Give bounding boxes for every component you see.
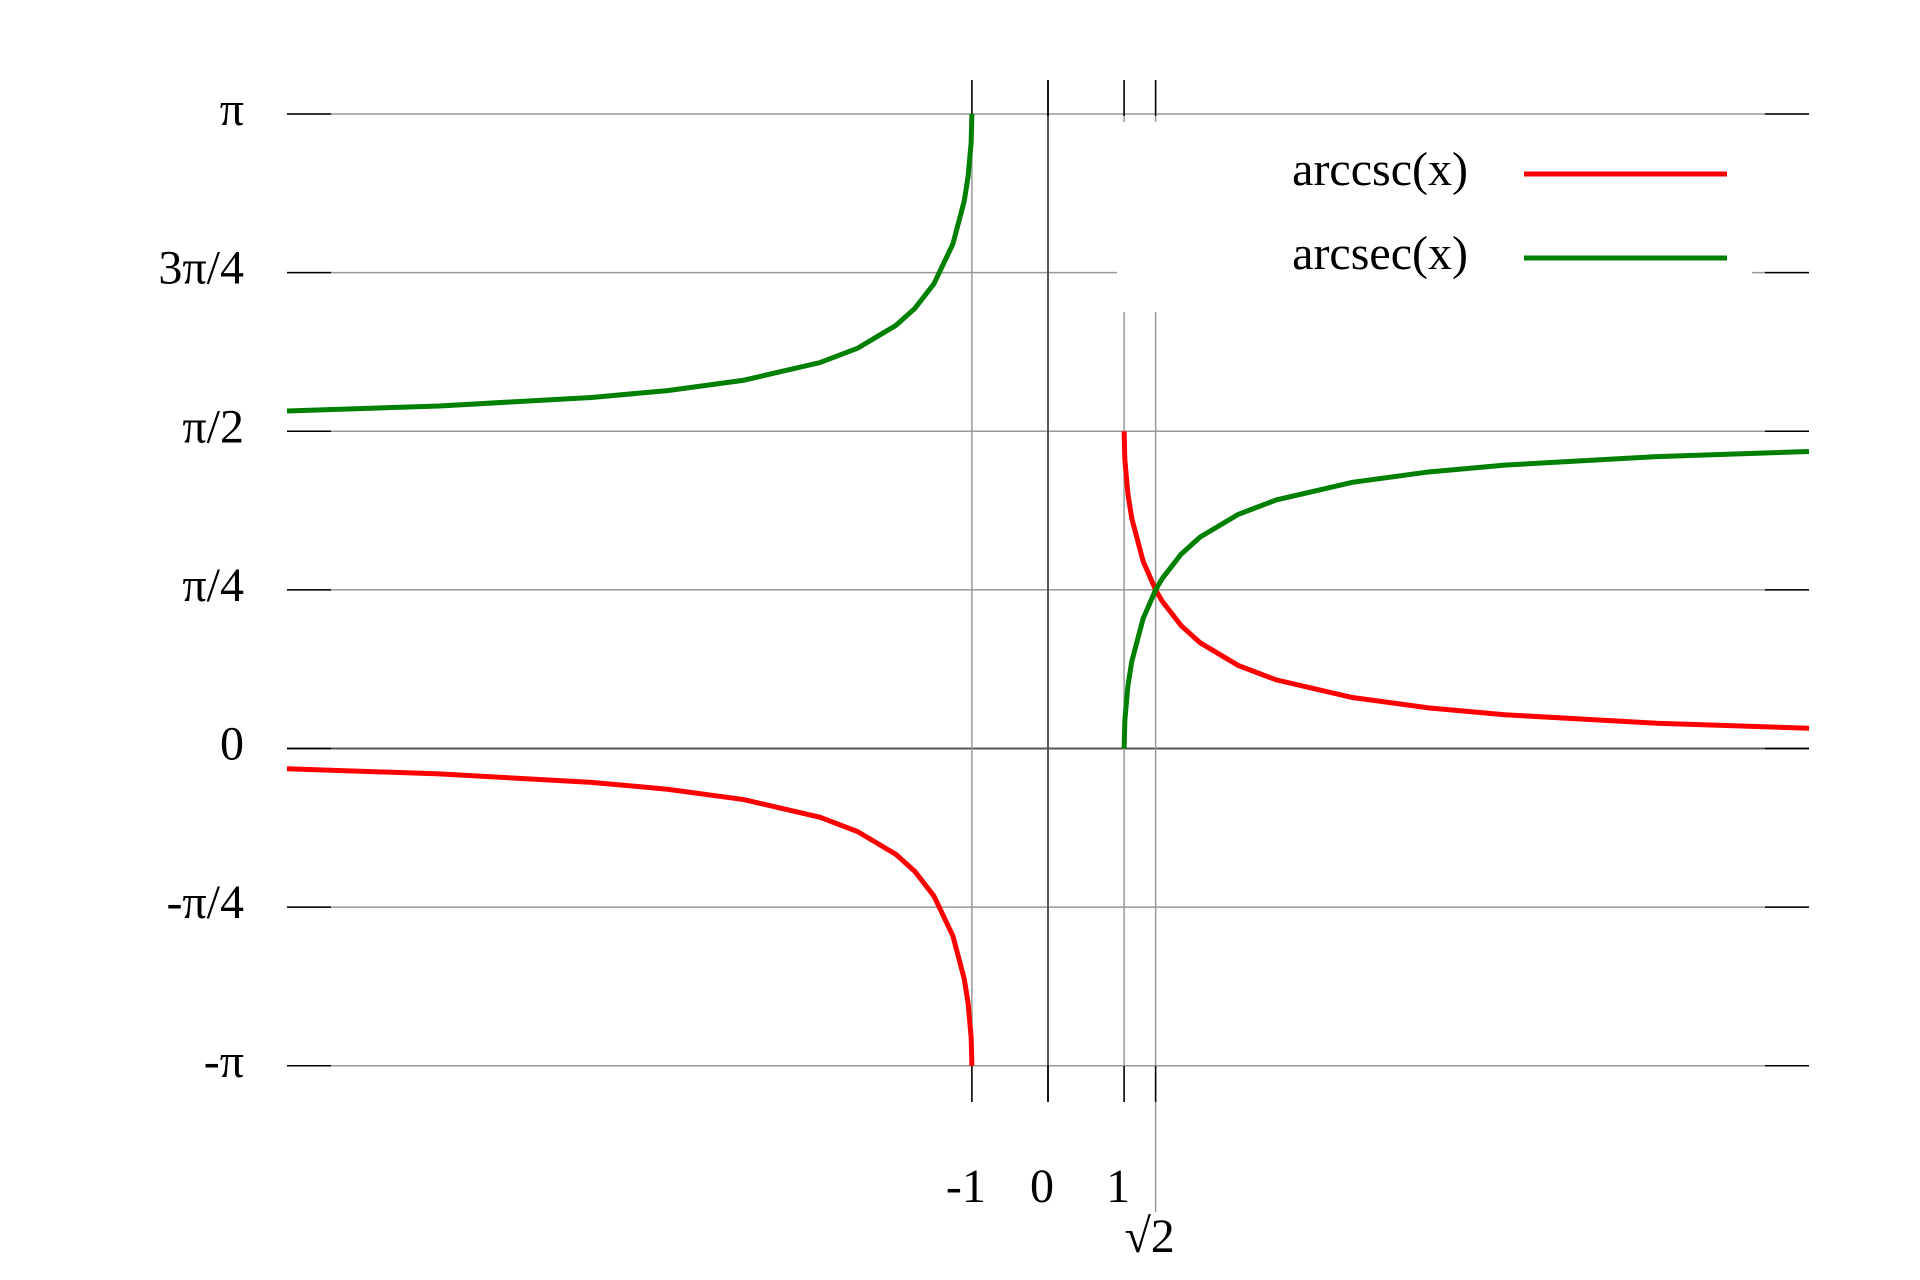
y-tick-label: π/2 xyxy=(182,400,244,453)
y-tick-label: 0 xyxy=(220,718,244,771)
x-tick-label: 1 xyxy=(1106,1160,1130,1213)
x-tick-label: -1 xyxy=(946,1160,986,1213)
series-line xyxy=(286,431,1810,1066)
x-tick-label: 0 xyxy=(1030,1160,1054,1213)
y-tick-label: π xyxy=(220,83,244,136)
x-tick-label: √2 xyxy=(1124,1210,1174,1263)
y-tick-label: -π/4 xyxy=(166,876,244,929)
y-tick-label: -π xyxy=(204,1035,244,1088)
legend: arccsc(x) arcsec(x) xyxy=(1292,143,1727,280)
legend-label: arccsc(x) xyxy=(1292,143,1468,196)
legend-background xyxy=(1117,122,1752,312)
legend-label: arcsec(x) xyxy=(1292,227,1468,280)
series-line xyxy=(286,113,1810,749)
y-tick-label: 3π/4 xyxy=(158,242,244,295)
y-tick-label: π/4 xyxy=(182,559,244,612)
